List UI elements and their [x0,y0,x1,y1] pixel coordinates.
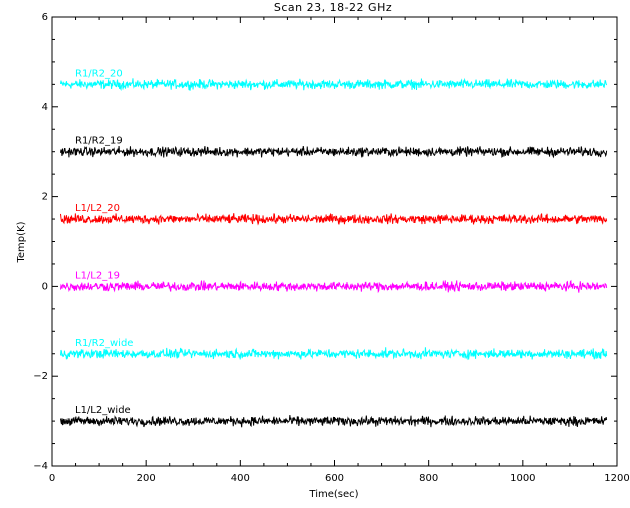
y-tick-label: 2 [42,192,48,203]
series-line-0 [59,77,608,92]
y-axis-label: Temp(K) [16,221,27,263]
x-tick-label: 400 [231,473,250,484]
x-axis-label: Time(sec) [308,489,358,500]
x-tick-label: 800 [419,473,438,484]
y-tick-label: −2 [33,371,48,382]
series-line-4 [59,347,608,361]
series-label-5: L1/L2_wide [75,405,131,416]
x-tick-label: 1000 [510,473,535,484]
series-label-1: R1/R2_19 [75,136,123,147]
y-tick-label: 6 [42,12,48,23]
series-label-3: L1/L2_19 [75,270,120,281]
series-line-5 [59,415,608,428]
y-tick-label: 0 [42,281,48,292]
series-line-2 [59,212,608,226]
y-tick-label: −4 [33,461,48,472]
series-label-0: R1/R2_20 [75,68,123,79]
series-line-1 [59,145,608,159]
series-line-3 [59,279,608,294]
x-tick-label: 600 [325,473,344,484]
x-tick-label: 1200 [604,473,629,484]
series-label-4: R1/R2_wide [75,338,133,349]
x-axis: 0 200 400 600 800 1000 1200 [49,17,630,484]
y-tick-label: 4 [42,102,48,113]
chart-title: Scan 23, 18-22 GHz [274,1,392,14]
x-tick-label: 0 [49,473,55,484]
x-tick-label: 200 [137,473,156,484]
series-label-2: L1/L2_20 [75,203,120,214]
y-axis: −4 −2 0 2 4 6 [33,12,617,472]
series-group: R1/R2_20 R1/R2_19 L1/L2_20 L1/L2_19 R1/R2_wi… [59,68,608,428]
